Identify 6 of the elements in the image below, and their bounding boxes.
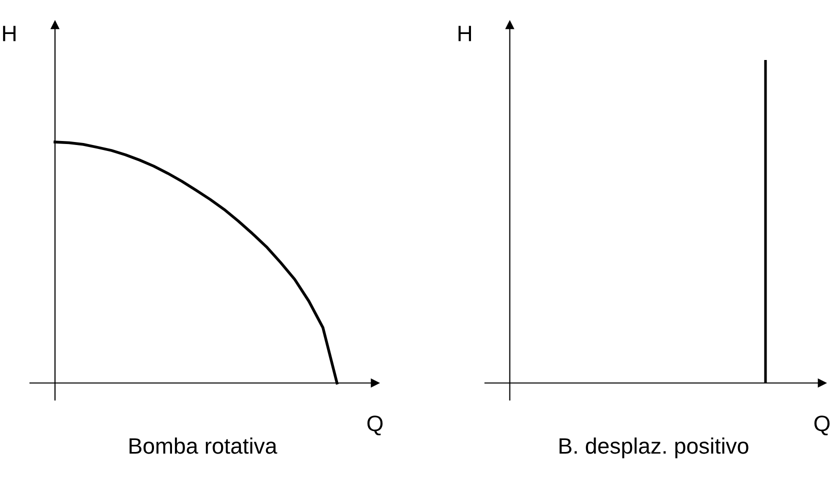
x-axis-title: Q [367,416,383,436]
x-axis-title: Q [814,416,830,436]
y-axis-title: H [3,26,16,42]
y-axis-title: H [458,26,471,42]
text: B. desplaz. positivo [560,438,748,458]
text: Bomba rotativa [130,438,278,454]
